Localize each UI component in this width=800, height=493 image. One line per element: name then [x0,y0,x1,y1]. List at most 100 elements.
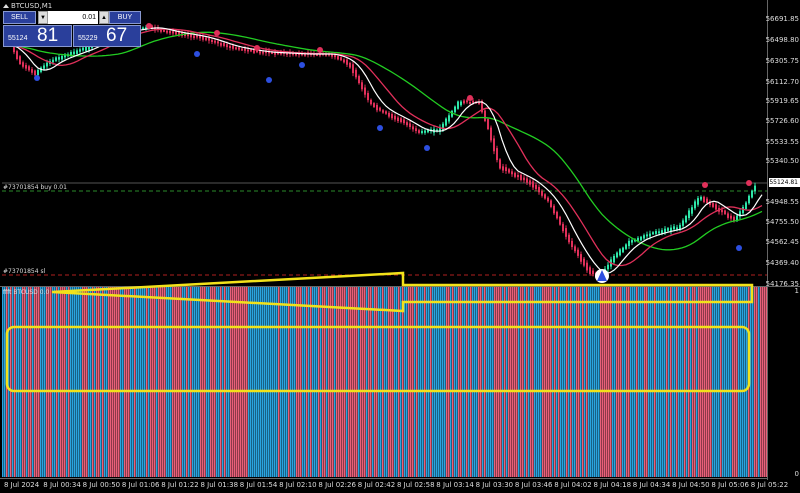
histogram-bar [336,287,338,477]
candle-body [526,178,528,183]
candle-body [400,118,402,123]
histogram-bar [640,287,642,477]
histogram-bar [112,287,114,477]
candle-body [424,130,426,133]
current-price-tag: 55124.81 [769,178,800,187]
histogram-bar [232,287,234,477]
candle-body [745,202,747,210]
histogram-bar [614,287,616,477]
candle-body [22,62,24,67]
time-axis[interactable]: 8 Jul 2024 8 Jul 00:34 8 Jul 00:50 8 Jul 01… [0,478,788,493]
candle-body [547,197,549,202]
candle-body [70,51,72,56]
histogram-bar [762,287,764,477]
histogram-bar [384,287,386,477]
stop-loss-label[interactable]: #73701854 sl [3,268,46,275]
histogram-bar [468,287,470,477]
candle-body [58,57,60,60]
candle-body [331,53,333,57]
candle-body [262,51,264,54]
histogram-bar [656,287,658,477]
histogram-bar [756,287,758,477]
histogram-bar [394,287,396,477]
histogram-bar [54,287,56,477]
candle-body [385,111,387,114]
histogram-bar [492,287,494,477]
histogram-bar [750,287,752,477]
histogram-bar [642,287,644,477]
histogram-bar [670,287,672,477]
sell-button[interactable]: SELL [3,11,36,24]
indicator-pane[interactable] [2,287,767,477]
histogram-bar [692,287,694,477]
candle-body [220,42,222,46]
time-tick-label: 8 Jul 01:54 [239,481,278,489]
candle-body [580,254,582,262]
candle-body [574,246,576,252]
histogram-bar [560,287,562,477]
histogram-bar [150,287,152,477]
ask-quote[interactable]: 55229 67 [73,25,141,47]
candle-body [535,184,537,190]
lot-increase-icon[interactable]: ▲ [99,11,109,24]
candle-body [82,47,84,51]
histogram-bar [266,287,268,477]
histogram-bar [346,287,348,477]
histogram-bar [652,287,654,477]
candle-body [703,196,705,203]
buy-order-label[interactable]: #73701854 buy 0.01 [3,184,67,191]
histogram-bar [144,287,146,477]
histogram-bar [94,287,96,477]
ma-slow-line [13,31,763,251]
candle-body [325,53,327,56]
lot-input[interactable]: 0.01 [48,11,98,24]
histogram-bar [136,287,138,477]
histogram-bar [206,287,208,477]
bid-quote[interactable]: 55124 81 [3,25,72,47]
histogram-bar [44,287,46,477]
histogram-bar [478,287,480,477]
candle-body [700,196,702,200]
histogram-bar [254,287,256,477]
indicator-title: ffft BTCUSD 0.0 [3,289,50,296]
candle-body [379,107,381,111]
candle-body [748,195,750,204]
histogram-bar [508,287,510,477]
bid-big: 81 [37,25,59,46]
price-tick-label: 55919.65 [765,97,799,105]
histogram-bar [648,287,650,477]
histogram-bar [516,287,518,477]
histogram-bar [358,287,360,477]
candle-body [163,29,165,32]
histogram-bar [592,287,594,477]
current-price-text: 55124.81 [769,179,798,186]
histogram-bar [430,287,432,477]
trade-entry-arrow-icon [597,270,607,281]
candle-body [616,252,618,258]
candle-body [61,55,63,60]
histogram-bar [566,287,568,477]
histogram-bar [246,287,248,477]
histogram-bar [580,287,582,477]
candle-body [439,127,441,132]
histogram-bar [448,287,450,477]
histogram-bar [360,287,362,477]
candle-body [751,190,753,198]
candle-body [571,240,573,247]
histogram-bar [672,287,674,477]
histogram-bar [92,287,94,477]
lot-decrease-icon[interactable]: ▼ [38,11,48,24]
histogram-bar [198,287,200,477]
histogram-bar [498,287,500,477]
candle-body [649,233,651,237]
price-axis[interactable]: 56691.85 56498.80 56305.75 56112.70 55919.65… [765,0,800,480]
histogram-bar [556,287,558,477]
candle-body [709,201,711,206]
histogram-bar [180,287,182,477]
histogram-bar [340,287,342,477]
histogram-bar [248,287,250,477]
pane-separator[interactable] [0,286,800,287]
histogram-bar [754,287,756,477]
buy-button[interactable]: BUY [109,11,141,24]
candle-body [43,65,45,69]
